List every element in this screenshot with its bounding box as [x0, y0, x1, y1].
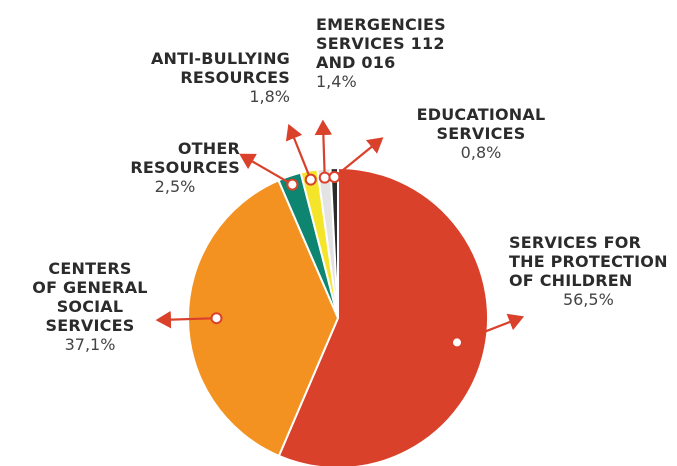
slice-label-other: OTHER RESOURCES 2,5%: [110, 139, 240, 197]
slice-label-educational: EDUCATIONAL SERVICES 0,8%: [398, 105, 564, 163]
slice-label-protection: SERVICES FOR THE PROTECTION OF CHILDREN …: [509, 233, 668, 310]
slice-name-emergencies: EMERGENCIES SERVICES 112 AND 016: [316, 15, 446, 72]
slice-value-anti-bullying: 1,8%: [249, 86, 290, 106]
slice-value-emergencies: 1,4%: [316, 71, 357, 91]
leader-dot-anti-bullying: [304, 173, 317, 186]
leader-line-protection: [456, 313, 525, 344]
leader-line-educational: [333, 137, 384, 178]
slice-value-other: 2,5%: [154, 176, 196, 196]
leader-line-emergencies: [314, 119, 333, 178]
leader-dot-protection: [451, 336, 464, 349]
slice-label-anti-bullying: ANTI-BULLYING RESOURCES 1,8%: [120, 49, 290, 107]
leader-dot-other: [286, 178, 299, 191]
slice-name-anti-bullying: ANTI-BULLYING RESOURCES: [150, 49, 290, 87]
slice-label-emergencies: EMERGENCIES SERVICES 112 AND 016 1,4%: [316, 15, 446, 92]
slice-name-general-social: CENTERS OF GENERAL SOCIAL SERVICES: [32, 259, 148, 335]
slice-name-educational: EDUCATIONAL SERVICES: [416, 105, 546, 143]
leader-dot-emergencies: [318, 171, 331, 184]
slice-label-general-social: CENTERS OF GENERAL SOCIAL SERVICES 37,1%: [24, 259, 156, 354]
slice-value-general-social: 37,1%: [64, 334, 116, 354]
slice-value-educational: 0,8%: [460, 142, 502, 162]
leader-line-other: [239, 153, 293, 186]
pie-slice-protection: [277, 166, 489, 466]
leader-dot-general-social: [210, 312, 223, 325]
slice-name-protection: SERVICES FOR THE PROTECTION OF CHILDREN: [509, 233, 668, 290]
leader-dot-educational: [328, 171, 341, 184]
leader-line-anti-bullying: [285, 123, 312, 181]
slice-value-protection: 56,5%: [562, 289, 614, 309]
leader-line-general-social: [155, 310, 217, 329]
slice-name-other: OTHER RESOURCES: [130, 139, 240, 177]
pie-slice-educational: [329, 166, 339, 319]
